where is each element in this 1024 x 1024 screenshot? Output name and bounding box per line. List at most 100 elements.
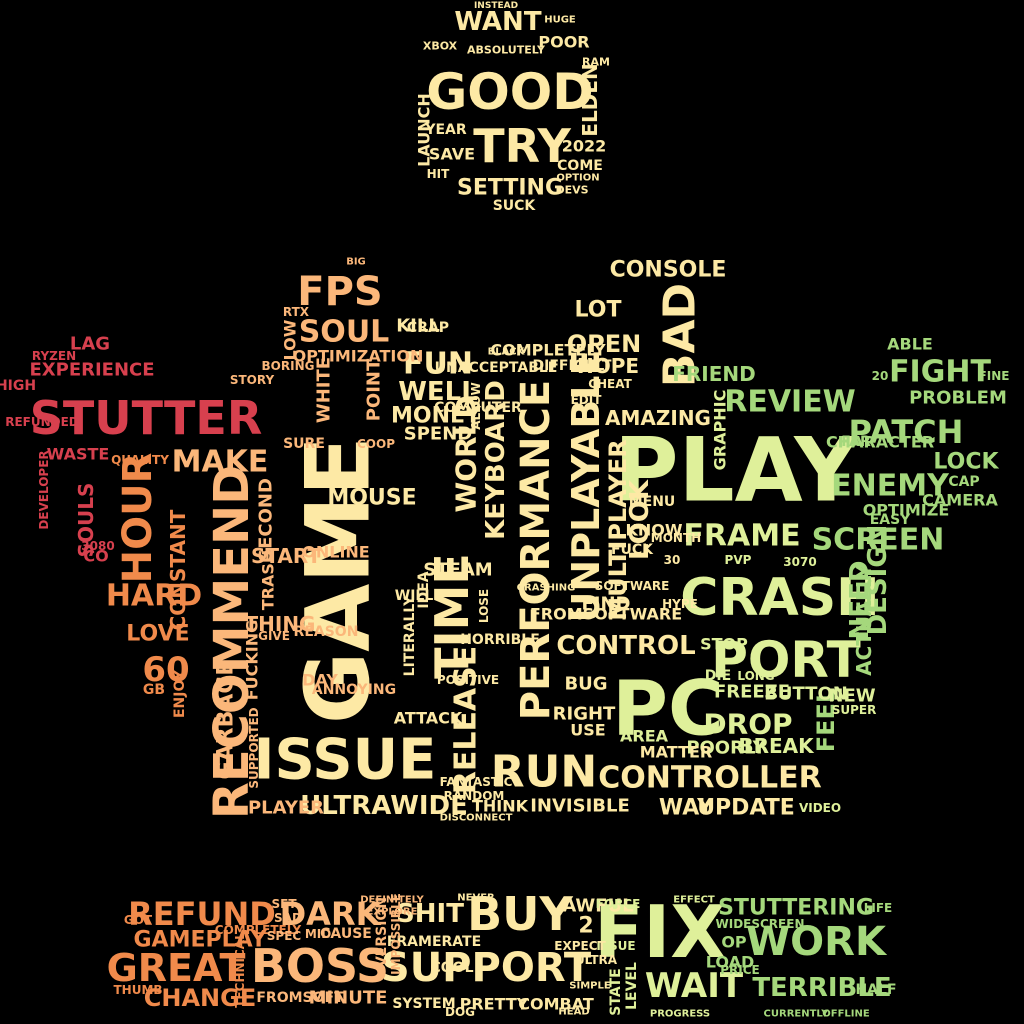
word-crown-waste: WASTE (47, 445, 110, 464)
word-crown-character: CHARACTER (826, 433, 934, 452)
word-crown-easy: EASY (870, 512, 911, 528)
word-base-currently: CURRENTLY (764, 1009, 830, 1020)
word-crown-unplayable: UNPLAYABLE (564, 350, 608, 623)
word-crown-controller: CONTROLLER (598, 761, 822, 796)
word-crown-screen: SCREEN (812, 523, 945, 558)
word-crown-update: UPDATE (697, 796, 795, 821)
word-crown-disconnect: DISCONNECT (440, 813, 513, 824)
word-crown-idea: IDEA (416, 571, 432, 608)
word-crown-developer: DEVELOPER (37, 450, 51, 529)
word-crown-issue: ISSUE (254, 728, 437, 793)
word-crown-port: PORT (711, 631, 861, 689)
word-crown-horrible: HORRIBLE (460, 632, 540, 648)
word-base-cause: CAUSE (320, 926, 372, 942)
word-crown-ryzen: RYZEN (32, 349, 76, 363)
word-crown-graphic: GRAPHIC (711, 390, 730, 471)
word-crown-quality: QUALITY (111, 453, 169, 467)
word-crown-amazing: AMAZING (605, 406, 711, 430)
word-crown-money: MONEY (391, 404, 482, 429)
word-base-awful: AWFUL (562, 896, 633, 917)
word-circle-good: GOOD (426, 63, 594, 121)
word-crown-lot: LOT (575, 298, 622, 323)
word-base-life: LIFE (864, 901, 893, 915)
word-crown-poorly: POORLY (686, 738, 766, 759)
word-crown-recommend: RECOMMEND (204, 465, 260, 819)
word-circle-absolutely: ABSOLUTELY (467, 44, 546, 57)
word-crown-souls: SOULS (74, 483, 98, 558)
word-crown-story: STORY (230, 373, 275, 387)
word-crown-multiplayer: MULTIPLAYER (604, 439, 632, 620)
word-crown-fun: FUN (403, 347, 473, 382)
word-crown-run: RUN (491, 747, 597, 798)
word-crown-positive: POSITIVE (437, 673, 499, 687)
word-base-ultra: ULTRA (575, 953, 618, 967)
word-crown-co: CO (83, 547, 108, 566)
word-crown-bug: BUG (564, 674, 607, 695)
word-base-issue: ISSUE (596, 939, 635, 953)
word-crown-break: BREAK (738, 734, 815, 758)
word-crown-second: SECOND (256, 478, 277, 562)
word-crown-crashing: CRASHING (517, 583, 576, 594)
word-base-definitely: DEFINITELY (360, 895, 424, 906)
word-crown-far: FAR (841, 434, 871, 450)
word-crown-20: 20 (872, 369, 889, 383)
word-base-minute: MINUTE (309, 988, 388, 1009)
word-crown-hard: HARD (106, 579, 202, 614)
word-crown-boring: BORING (262, 359, 315, 373)
word-crown-release: RELEASE (449, 646, 484, 795)
word-crown-lag: LAG (70, 334, 110, 355)
word-base-refund: REFUND (128, 895, 276, 933)
word-base-price: PRICE (720, 963, 760, 977)
word-base-widescreen: WIDESCREEN (716, 917, 805, 931)
word-base-gameplay: GAMEPLAY (134, 928, 268, 953)
word-circle-poor: POOR (538, 33, 589, 52)
word-base-buy: BUY (467, 887, 573, 941)
word-circle-huge: HUGE (544, 15, 576, 26)
word-base-boss: BOSS (251, 939, 389, 993)
word-base-state: STATE (608, 968, 624, 1015)
word-crown-fromsoftware: FROMSOFTWARE (530, 605, 682, 624)
word-crown-difficult: DIFFICULT (533, 358, 612, 374)
word-base-effect: EFFECT (673, 895, 715, 906)
word-crown-lose: LOSE (477, 589, 491, 623)
word-crown-day: DAY (302, 671, 338, 690)
word-base-wait: WAIT (645, 966, 744, 1006)
word-base-load: LOAD (706, 953, 754, 972)
word-base-system: SYSTEM (392, 996, 455, 1012)
word-crown-problem: PROBLEM (909, 388, 1007, 409)
word-crown-constant: CONSTANT (166, 509, 190, 630)
word-base-offline: OFFLINE (822, 1009, 870, 1020)
word-crown-black: BLACK (488, 347, 526, 358)
word-base-spec: SPEC (267, 929, 302, 943)
word-circle-hit: HIT (427, 167, 451, 181)
word-circle-option: OPTION (556, 173, 599, 184)
word-crown-able: ABLE (887, 335, 933, 354)
word-crown-new: NEW (828, 686, 875, 707)
word-crown-stop: STOP (700, 635, 748, 654)
word-crown-find: FIND (582, 594, 631, 615)
word-crown-video: VIDEO (799, 801, 841, 815)
word-crown-hour: HOUR (115, 453, 161, 584)
word-crown-sure: SURE (283, 436, 325, 452)
word-crown-menu: MENU (629, 494, 676, 510)
word-crown-month: MONTH (651, 531, 701, 545)
word-circle-ram: RAM (582, 56, 610, 69)
word-base-set: SET (271, 897, 297, 911)
word-crown-need: NEED (845, 561, 875, 640)
word-crown-fantastic: FANTASTIC (440, 775, 513, 789)
word-base-terrible: TERRIBLE (752, 973, 891, 1003)
word-crown-annoying: ANNOYING (312, 682, 396, 698)
word-crown-feel: FEEL (812, 688, 840, 752)
word-crown-optimization: OPTIMIZATION (293, 347, 424, 366)
word-crown-friend: FRIEND (672, 362, 756, 386)
word-crown-attack: ATTACK (394, 709, 463, 728)
word-base-stuttering: STUTTERING (718, 896, 874, 921)
word-crown-white: WHITE (314, 357, 335, 423)
word-circle-suck: SUCK (493, 198, 537, 214)
word-crown-software: SOFTWARE (595, 579, 670, 593)
word-circle-year: YEAR (424, 122, 467, 138)
word-crown-unacceptable: UNACCEPTABLE (435, 360, 558, 376)
word-crown-reason: REASON (294, 624, 359, 640)
word-base-framerate: FRAMERATE (387, 934, 481, 950)
word-crown-allow: ALLOW (469, 382, 483, 430)
